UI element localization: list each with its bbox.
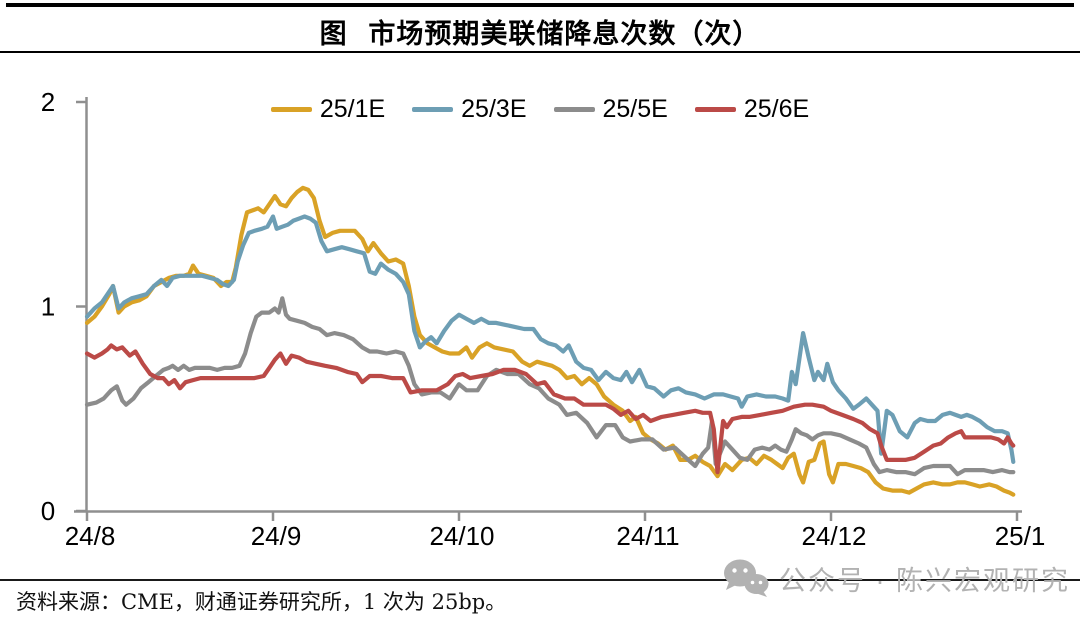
title-rule [0,51,1080,53]
chart-legend: 25/1E 25/3E 25/5E 25/6E [0,95,1080,124]
series-line-25-6E [84,343,1016,475]
legend-label: 25/5E [602,95,668,123]
legend-item-25-5E: 25/5E [553,95,668,124]
legend-label: 25/6E [743,95,810,123]
y-tick-label: 2 [41,87,55,117]
legend-item-25-3E: 25/3E [412,95,527,124]
x-tick-label: 24/11 [616,521,679,551]
x-tick-label: 24/9 [251,521,302,551]
x-tick-label: 24/8 [65,521,116,551]
series-line-25-3E [84,214,1016,464]
watermark: 公众号 · 陈兴宏观研究 [723,558,1070,598]
x-tick-label: 25/1 [995,521,1046,551]
wechat-icon [724,559,769,597]
legend-swatch [270,107,312,112]
legend-label: 25/3E [461,95,527,123]
series-line-25-1E [84,185,1016,497]
legend-swatch [412,107,454,112]
top-rule [6,3,1074,7]
legend-swatch [694,107,736,112]
legend-item-25-1E: 25/1E [270,95,386,124]
page-title: 图 市场预期美联储降息次数（次） [319,19,761,50]
y-tick-label: 0 [41,496,55,526]
legend-swatch [553,107,595,112]
legend-item-25-6E: 25/6E [694,95,810,124]
watermark-text: 公众号 · 陈兴宏观研究 [779,565,1070,596]
x-tick-label: 24/12 [801,521,866,551]
bottom-rule [0,579,1080,581]
source-note: 资料来源：CME，财通证券研究所，1 次为 25bp。 [16,590,507,614]
series-line-25-5E [84,296,1016,477]
x-tick-label: 24/10 [429,521,494,551]
legend-label: 25/1E [319,95,386,123]
y-tick-label: 1 [41,292,55,322]
